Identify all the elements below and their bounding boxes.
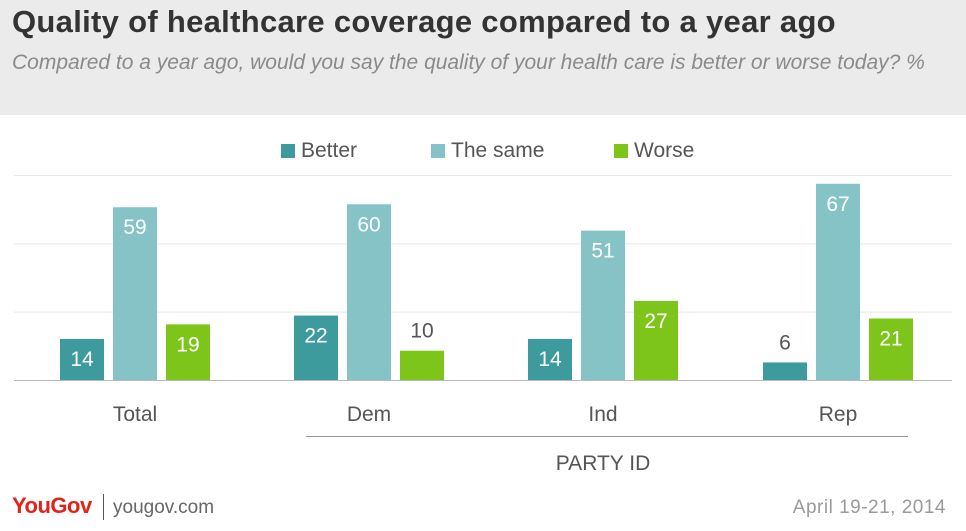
bar-rep-worse (869, 318, 913, 380)
category-label-ind: Ind (588, 403, 617, 426)
bar-total-the-same (113, 207, 157, 380)
bar-ind-the-same (581, 230, 625, 380)
legend-item-better: Better (281, 139, 357, 163)
footer-divider (103, 494, 104, 520)
bar-dem-the-same (347, 204, 391, 380)
data-label: 10 (410, 320, 433, 343)
legend-swatch-the-same (431, 144, 445, 158)
category-label-rep: Rep (819, 403, 858, 426)
data-label: 6 (779, 331, 791, 354)
bar-rep-better (763, 362, 807, 380)
legend-item-the-same: The same (431, 139, 544, 163)
bar-ind-better (528, 339, 572, 380)
category-label-dem: Dem (347, 403, 391, 426)
legend-swatch-worse (614, 144, 628, 158)
footer-site[interactable]: yougov.com (113, 497, 215, 518)
footer-date: April 19-21, 2014 (792, 497, 946, 518)
chart-subtitle: Compared to a year ago, would you say th… (12, 51, 925, 74)
legend-label-better: Better (301, 139, 358, 162)
data-label: 51 (591, 240, 614, 263)
bar-ind-worse (634, 300, 678, 380)
data-label: 27 (644, 310, 667, 333)
data-label: 19 (176, 333, 199, 356)
category-label-total: Total (113, 403, 157, 426)
bar-dem-better (294, 315, 338, 380)
data-label: 14 (538, 348, 562, 371)
chart-title: Quality of healthcare coverage compared … (12, 4, 836, 39)
data-label: 14 (70, 348, 94, 371)
data-label: 67 (826, 193, 849, 216)
bar-total-better (60, 339, 104, 380)
bar-rep-the-same (816, 183, 860, 380)
data-label: 21 (879, 328, 902, 351)
bar-dem-worse (400, 350, 444, 380)
party-id-label: PARTY ID (556, 452, 651, 475)
legend-item-worse: Worse (614, 139, 694, 163)
legend-swatch-better (281, 144, 295, 158)
yougov-logo: YouGov (12, 493, 92, 518)
header-band: Quality of healthcare coverage compared … (0, 0, 966, 115)
legend: Better The same Worse (0, 139, 966, 167)
legend-label-worse: Worse (634, 139, 695, 162)
data-label: 60 (357, 213, 380, 236)
data-label: 59 (123, 216, 146, 239)
legend-label-the-same: The same (451, 139, 545, 162)
data-label: 22 (304, 325, 327, 348)
bar-total-worse (166, 324, 210, 380)
